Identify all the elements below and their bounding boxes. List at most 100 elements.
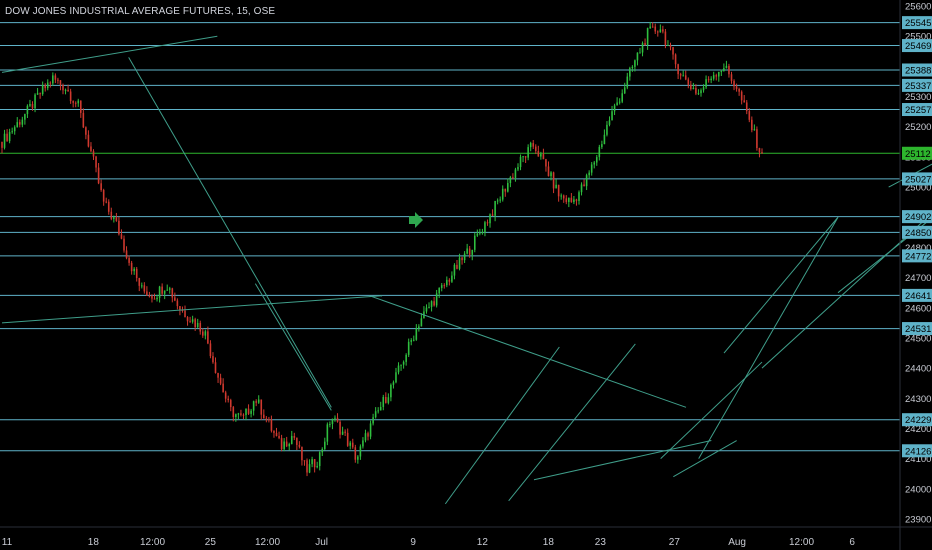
- candle-body: [476, 233, 479, 236]
- candle-body: [296, 437, 298, 445]
- trendline[interactable]: [128, 57, 332, 408]
- candle-body: [402, 361, 405, 365]
- trendline[interactable]: [837, 202, 932, 294]
- candle-body: [374, 411, 377, 418]
- candle-body: [232, 407, 235, 418]
- level-label-badge: [902, 288, 932, 302]
- candle-body: [257, 399, 260, 403]
- trendline[interactable]: [723, 216, 839, 354]
- candle-body: [280, 438, 283, 450]
- candle-body: [186, 317, 189, 322]
- candle-body: [85, 127, 87, 135]
- candle-body: [250, 410, 252, 414]
- candle-body: [298, 444, 301, 447]
- candle-body: [568, 197, 570, 202]
- candle-body: [695, 88, 697, 94]
- trendlines[interactable]: [1, 18, 932, 505]
- candle-body: [745, 102, 748, 112]
- candle-body: [542, 154, 545, 160]
- trendline[interactable]: [369, 295, 687, 408]
- candle-body: [339, 421, 341, 435]
- candle-body: [529, 143, 532, 148]
- trendline[interactable]: [660, 361, 763, 459]
- trendline[interactable]: [698, 216, 839, 459]
- trendline[interactable]: [254, 283, 332, 411]
- y-tick-label: 24200: [905, 424, 931, 435]
- candle-body: [458, 257, 461, 269]
- trendline[interactable]: [533, 440, 712, 481]
- candle-body: [565, 198, 568, 202]
- candle-body: [669, 45, 672, 48]
- level-label-text: 25388: [905, 66, 931, 77]
- candle-body: [130, 262, 133, 272]
- candle-body: [59, 80, 62, 85]
- x-tick-label: 18: [543, 537, 555, 548]
- level-label-badge: [902, 103, 932, 117]
- candle-body: [329, 423, 331, 425]
- candle-body: [590, 164, 593, 173]
- candle-body: [499, 199, 501, 201]
- candle-body: [730, 74, 733, 81]
- horizontal-levels[interactable]: [0, 22, 900, 452]
- trendline[interactable]: [1, 35, 218, 73]
- x-tick-label: Aug: [728, 537, 746, 548]
- candle-body: [113, 217, 115, 219]
- candle-body: [285, 441, 288, 447]
- candle-body: [552, 172, 555, 189]
- candle-body: [527, 147, 529, 158]
- trendline[interactable]: [761, 172, 932, 369]
- candle-body: [705, 79, 707, 88]
- candle-body: [712, 75, 715, 79]
- candle-body: [82, 112, 85, 128]
- y-tick-label: 23900: [905, 514, 931, 525]
- candle-body: [514, 169, 517, 178]
- candle-body: [219, 377, 222, 384]
- candle-body: [247, 408, 250, 414]
- y-tick-label: 24300: [905, 394, 931, 405]
- candle-body: [420, 318, 423, 327]
- trendline[interactable]: [508, 343, 636, 502]
- candle-body: [174, 297, 176, 301]
- candle-body: [623, 87, 626, 94]
- x-tick-label: 12:00: [789, 537, 814, 548]
- candle-body: [26, 105, 29, 115]
- trendline[interactable]: [1, 295, 383, 324]
- y-tick-label: 24700: [905, 273, 931, 284]
- candle-body: [46, 82, 49, 89]
- candle-body: [654, 26, 657, 32]
- candle-body: [595, 157, 598, 163]
- candle-body: [204, 331, 207, 336]
- candle-body: [313, 459, 316, 468]
- candle-body: [18, 122, 21, 125]
- candle-body: [636, 52, 639, 61]
- candle-body: [346, 432, 349, 446]
- trendline[interactable]: [444, 346, 560, 505]
- candle-body: [214, 362, 217, 373]
- candle-body: [415, 328, 418, 340]
- candle-body: [100, 183, 102, 190]
- y-tick-label: 25300: [905, 92, 931, 103]
- x-tick-label: 23: [595, 537, 607, 548]
- candle-body: [479, 232, 481, 234]
- candle-body: [644, 43, 646, 45]
- candle-body: [501, 188, 504, 200]
- candle-body: [702, 87, 705, 91]
- y-tick-label: 25500: [905, 32, 931, 43]
- candle-body: [461, 257, 463, 261]
- candle-body: [710, 78, 712, 81]
- level-label-badge: [902, 39, 932, 53]
- candle-body: [62, 84, 64, 91]
- candle-body: [217, 372, 219, 378]
- candle-body: [128, 258, 130, 263]
- candle-body: [690, 84, 692, 90]
- level-label-badge: [902, 210, 932, 224]
- candle-body: [90, 146, 92, 152]
- candle-body: [471, 249, 474, 255]
- candle-body: [555, 184, 557, 189]
- trendline[interactable]: [673, 440, 737, 478]
- candle-body: [733, 80, 735, 87]
- time-axis[interactable]: 11 18 12:00 25 12:00 Jul 9 12 18 23 27 Aug 12:00 6: [0, 526, 932, 548]
- level-label-badge: [902, 172, 932, 186]
- candle-body: [16, 122, 19, 128]
